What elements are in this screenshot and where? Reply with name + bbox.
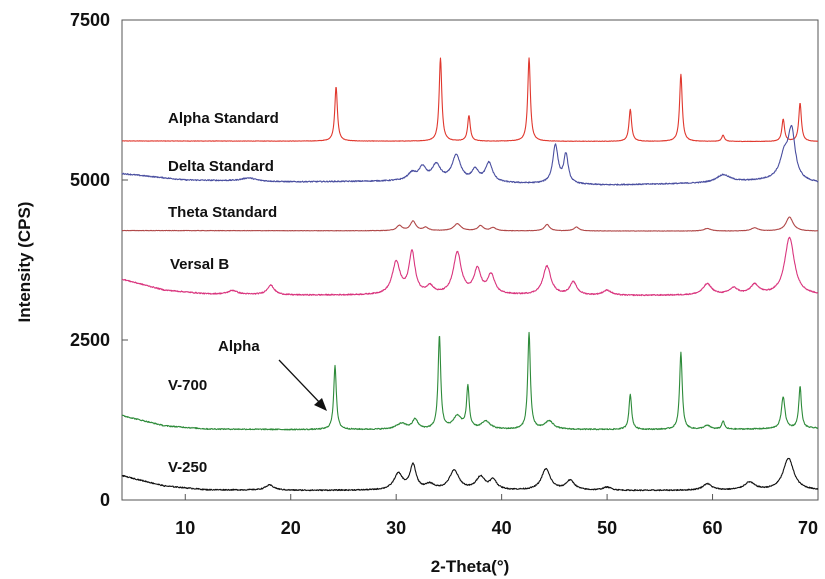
x-tick-label: 20 — [281, 518, 301, 538]
series-line-4 — [121, 236, 819, 297]
x-axis: 10 20 30 40 50 60 70 — [175, 494, 819, 538]
series-label-2: Delta Standard — [168, 158, 274, 175]
y-axis: 0 2500 5000 7500 — [70, 10, 128, 510]
x-tick-label: 50 — [597, 518, 617, 538]
x-tick-label: 10 — [175, 518, 195, 538]
y-tick-label: 2500 — [70, 330, 110, 350]
series-labels: Alpha Standard Delta Standard Theta Standa… — [168, 110, 279, 476]
series-line-3 — [121, 216, 819, 232]
y-tick-label: 5000 — [70, 170, 110, 190]
x-tick-label: 60 — [703, 518, 723, 538]
x-tick-label: 30 — [386, 518, 406, 538]
series-lines — [121, 57, 819, 492]
x-tick-label: 70 — [798, 518, 818, 538]
series-label-5: V-700 — [168, 377, 207, 394]
series-line-2 — [121, 124, 819, 186]
annotation-arrow-head — [314, 398, 327, 411]
y-tick-label: 7500 — [70, 10, 110, 30]
y-tick-label: 0 — [100, 490, 110, 510]
plot-frame — [121, 19, 819, 501]
series-line-5 — [121, 331, 819, 431]
series-label-6: V-250 — [168, 459, 207, 476]
annotation-label: Alpha — [218, 338, 260, 355]
x-tick-label: 40 — [492, 518, 512, 538]
series-line-6 — [121, 457, 819, 492]
x-axis-title: 2-Theta(°) — [431, 557, 510, 576]
alpha-annotation: Alpha — [218, 338, 327, 411]
series-label-1: Alpha Standard — [168, 110, 279, 127]
y-axis-title: Intensity (CPS) — [15, 202, 34, 323]
annotation-arrow-line — [278, 359, 322, 405]
series-label-4: Versal B — [170, 256, 229, 273]
series-line-1 — [121, 57, 819, 143]
series-label-3: Theta Standard — [168, 204, 277, 221]
